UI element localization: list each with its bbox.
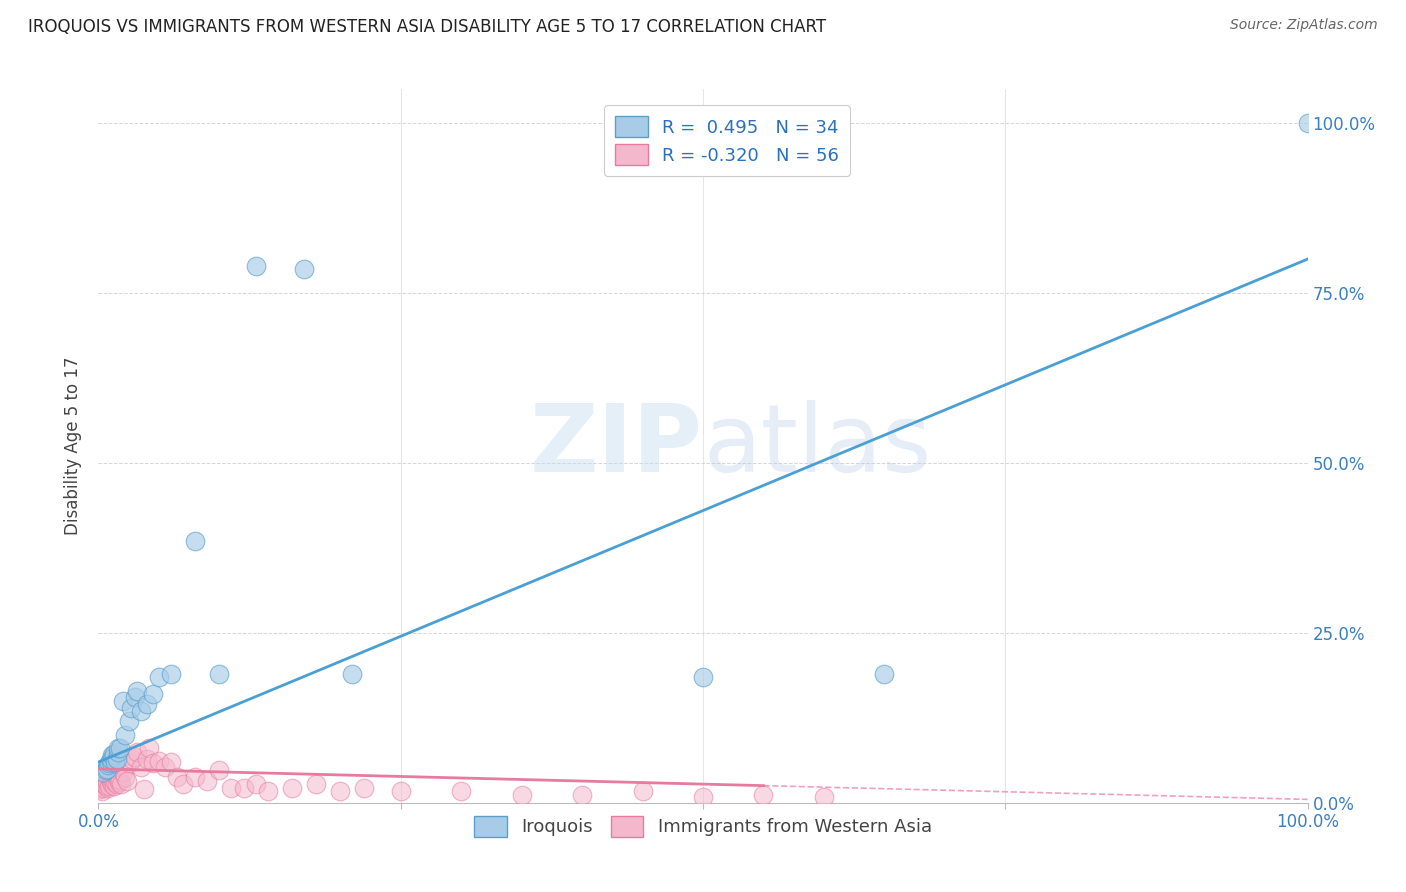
Point <box>208 666 231 681</box>
Point <box>292 262 315 277</box>
Point <box>752 788 775 802</box>
Point <box>160 755 183 769</box>
Point <box>692 670 714 684</box>
Point <box>184 534 207 549</box>
Point <box>120 700 142 714</box>
Point <box>138 741 160 756</box>
Point <box>135 751 157 765</box>
Point <box>172 777 194 791</box>
Legend: Iroquois, Immigrants from Western Asia: Iroquois, Immigrants from Western Asia <box>467 808 939 844</box>
Text: ZIP: ZIP <box>530 400 703 492</box>
Point <box>94 763 117 777</box>
Point <box>94 779 117 793</box>
Point <box>510 788 533 802</box>
Point <box>89 782 111 797</box>
Point <box>129 704 152 718</box>
Point <box>127 745 149 759</box>
Point <box>342 666 364 681</box>
Point <box>121 751 143 765</box>
Point <box>104 755 127 769</box>
Point <box>108 773 131 788</box>
Point <box>93 777 115 791</box>
Point <box>305 777 328 791</box>
Point <box>107 741 129 756</box>
Point <box>245 777 267 791</box>
Point <box>148 670 170 684</box>
Point <box>110 777 132 791</box>
Point <box>134 782 156 797</box>
Point <box>90 779 112 793</box>
Text: Source: ZipAtlas.com: Source: ZipAtlas.com <box>1230 18 1378 32</box>
Point <box>256 783 278 797</box>
Point <box>232 780 254 795</box>
Point <box>135 698 157 712</box>
Point <box>1296 116 1319 130</box>
Point <box>107 745 129 759</box>
Point <box>101 774 124 789</box>
Point <box>97 780 120 795</box>
Point <box>118 714 141 729</box>
Point <box>108 775 131 789</box>
Point <box>873 666 896 681</box>
Point <box>96 775 118 789</box>
Point <box>103 779 125 793</box>
Point <box>100 755 122 769</box>
Point <box>111 694 134 708</box>
Point <box>281 780 304 795</box>
Point <box>101 749 124 764</box>
Point <box>96 762 118 776</box>
Point <box>111 765 134 780</box>
Point <box>103 747 125 761</box>
Point <box>100 748 122 763</box>
Point <box>631 783 654 797</box>
Point <box>100 777 122 791</box>
Point <box>142 687 165 701</box>
Point <box>100 751 122 765</box>
Point <box>124 749 146 764</box>
Point <box>105 751 128 765</box>
Point <box>100 775 122 789</box>
Point <box>195 774 218 789</box>
Point <box>692 790 714 805</box>
Point <box>329 783 352 797</box>
Point <box>142 756 165 771</box>
Point <box>114 770 136 784</box>
Point <box>450 783 472 797</box>
Text: atlas: atlas <box>703 400 931 492</box>
Point <box>571 788 593 802</box>
Point <box>813 790 835 805</box>
Point <box>91 780 114 795</box>
Point <box>91 765 114 780</box>
Point <box>389 783 412 797</box>
Point <box>114 728 136 742</box>
Point <box>166 770 188 784</box>
Point <box>221 780 243 795</box>
Point <box>118 756 141 771</box>
Point <box>105 777 128 791</box>
Point <box>107 772 129 786</box>
Point <box>91 783 114 797</box>
Point <box>160 666 183 681</box>
Point <box>97 758 120 772</box>
Point <box>127 683 149 698</box>
Point <box>353 780 375 795</box>
Point <box>153 760 176 774</box>
Point <box>148 754 170 768</box>
Point <box>98 756 121 771</box>
Point <box>184 770 207 784</box>
Point <box>124 690 146 705</box>
Point <box>117 774 139 789</box>
Point <box>129 760 152 774</box>
Point <box>98 779 121 793</box>
Text: IROQUOIS VS IMMIGRANTS FROM WESTERN ASIA DISABILITY AGE 5 TO 17 CORRELATION CHAR: IROQUOIS VS IMMIGRANTS FROM WESTERN ASIA… <box>28 18 827 36</box>
Y-axis label: Disability Age 5 to 17: Disability Age 5 to 17 <box>63 357 82 535</box>
Point <box>108 741 131 756</box>
Point <box>100 772 122 786</box>
Point <box>104 775 127 789</box>
Point <box>208 763 231 777</box>
Point <box>245 259 267 273</box>
